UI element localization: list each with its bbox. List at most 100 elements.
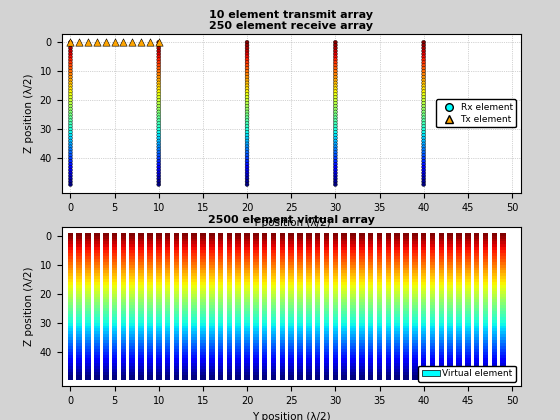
Point [269, 322, 278, 329]
Point [251, 255, 260, 262]
Point [463, 241, 472, 247]
Point [498, 325, 507, 332]
Point [490, 284, 499, 291]
Point [146, 302, 155, 309]
Point [242, 178, 251, 185]
Point [128, 267, 137, 274]
Point [137, 276, 146, 282]
Point [92, 232, 101, 239]
Point [428, 331, 437, 338]
Point [393, 293, 402, 300]
Point [348, 290, 357, 297]
Point [242, 247, 251, 253]
Point [375, 258, 384, 265]
Point [498, 293, 507, 300]
Point [375, 345, 384, 352]
Point [92, 255, 101, 262]
Point [455, 276, 464, 282]
Point [146, 348, 155, 355]
Point [348, 247, 357, 253]
Point [128, 357, 137, 364]
Point [357, 307, 366, 314]
Point [455, 336, 464, 343]
Point [437, 299, 446, 306]
Point [419, 106, 428, 113]
Point [322, 360, 331, 367]
Point [172, 302, 181, 309]
Point [278, 345, 287, 352]
Point [296, 334, 305, 341]
Point [375, 348, 384, 355]
Point [348, 316, 357, 323]
Point [348, 235, 357, 242]
Point [481, 273, 490, 279]
Point [490, 363, 499, 370]
Point [481, 261, 490, 268]
Point [331, 106, 340, 113]
Point [366, 267, 375, 274]
Point [419, 88, 428, 95]
Point [128, 348, 137, 355]
Point [101, 232, 110, 239]
Point [402, 322, 410, 329]
Point [313, 241, 322, 247]
Point [260, 360, 269, 367]
Point [375, 255, 384, 262]
Point [154, 129, 163, 136]
Point [216, 336, 225, 343]
Point [146, 284, 155, 291]
Point [419, 149, 428, 156]
Point [251, 290, 260, 297]
Point [313, 307, 322, 314]
Point [216, 331, 225, 338]
Point [402, 255, 410, 262]
Point [207, 342, 216, 349]
Point [322, 270, 331, 277]
Point [419, 103, 428, 110]
Point [340, 276, 349, 282]
Point [101, 316, 110, 323]
Point [154, 278, 163, 285]
Point [305, 290, 314, 297]
Point [446, 316, 455, 323]
Point [242, 114, 251, 121]
Point [163, 328, 172, 335]
Point [190, 258, 199, 265]
Point [190, 331, 199, 338]
Point [75, 244, 84, 250]
Point [154, 244, 163, 250]
Point [322, 241, 331, 247]
Point [296, 247, 305, 253]
Point [419, 79, 428, 86]
Point [66, 62, 75, 69]
Point [437, 290, 446, 297]
Point [428, 351, 437, 358]
Point [340, 360, 349, 367]
Point [428, 267, 437, 274]
Point [287, 258, 296, 265]
Point [472, 310, 481, 317]
Point [437, 354, 446, 361]
Point [278, 284, 287, 291]
Point [410, 310, 419, 317]
Point [322, 363, 331, 370]
Point [198, 267, 207, 274]
Point [313, 252, 322, 259]
Point [119, 336, 128, 343]
Point [490, 287, 499, 294]
Point [163, 342, 172, 349]
Point [190, 328, 199, 335]
Point [181, 247, 190, 253]
Point [410, 287, 419, 294]
Point [216, 371, 225, 378]
Point [181, 276, 190, 282]
Point [242, 316, 251, 323]
Point [287, 302, 296, 309]
Point [375, 351, 384, 358]
Point [242, 322, 251, 329]
Point [128, 331, 137, 338]
Point [137, 336, 146, 343]
Point [322, 267, 331, 274]
Point [419, 155, 428, 162]
Point [242, 109, 251, 116]
